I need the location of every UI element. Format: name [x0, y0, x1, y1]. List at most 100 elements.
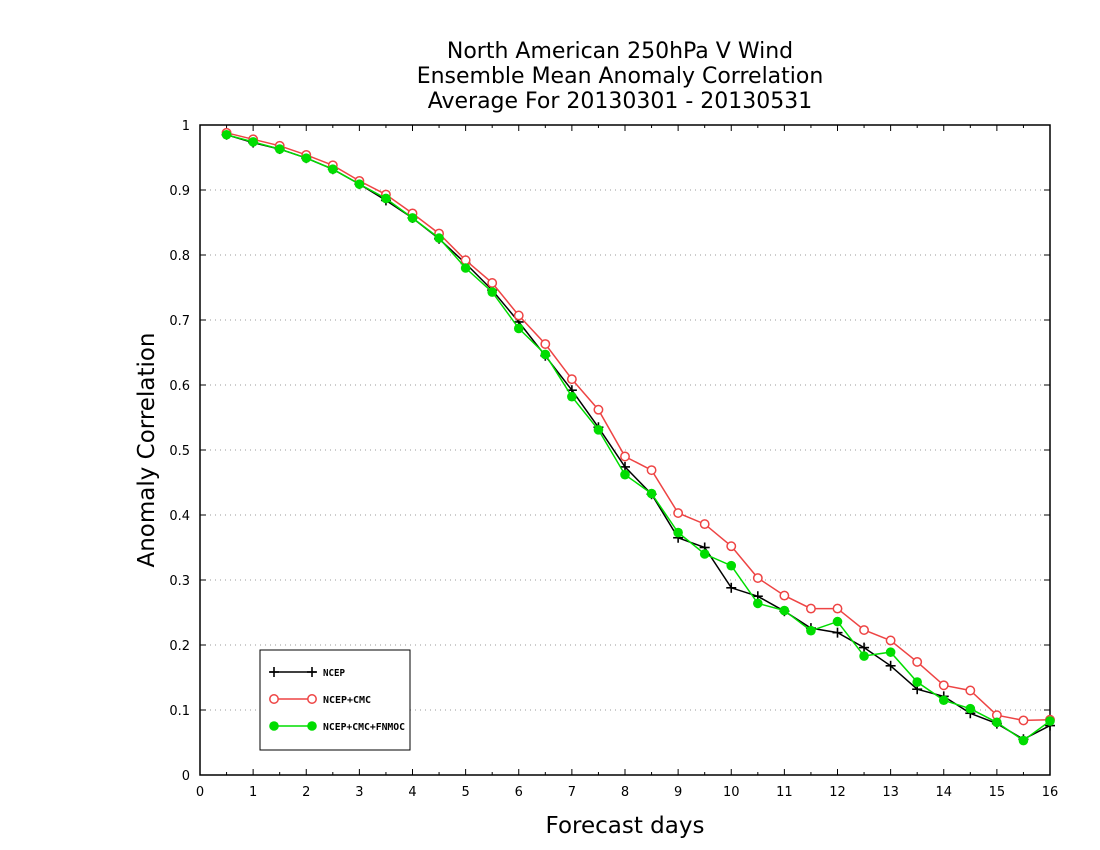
x-axis-title: Forecast days	[546, 813, 705, 839]
point-marker-open-circle	[912, 656, 923, 667]
series-layer	[221, 127, 1055, 746]
x-tick-label: 7	[568, 785, 576, 800]
x-tick-label: 11	[776, 785, 793, 800]
x-tick-label: 1	[249, 785, 257, 800]
point-marker-open-circle	[593, 404, 604, 415]
point-marker-open-circle	[540, 339, 551, 349]
point-marker-filled-circle	[460, 263, 471, 273]
title-line-0: North American 250hPa V Wind	[447, 39, 793, 64]
point-marker-plus	[269, 667, 279, 677]
point-marker-open-circle	[885, 635, 896, 646]
series-ncep-cmc-fnmoc	[221, 129, 1055, 746]
y-tick-label: 0.7	[169, 314, 190, 329]
point-marker-open-circle	[965, 685, 976, 696]
point-marker-filled-circle	[779, 605, 790, 616]
grid-lines	[200, 189, 1050, 711]
x-tick-label: 9	[674, 785, 682, 800]
y-tick-label: 0.1	[169, 704, 190, 719]
point-marker-filled-circle	[938, 695, 949, 706]
title-line-2: Average For 20130301 - 20130531	[428, 89, 813, 114]
legend-box	[259, 649, 411, 751]
point-marker-plus	[885, 660, 896, 671]
point-marker-filled-circle	[540, 349, 551, 360]
point-marker-filled-circle	[307, 721, 317, 731]
x-tick-label: 3	[355, 785, 363, 800]
title-line-1: Ensemble Mean Anomaly Correlation	[417, 64, 824, 89]
x-tick-label: 8	[621, 785, 629, 800]
x-tick-label: 4	[408, 785, 416, 800]
point-marker-filled-circle	[269, 721, 279, 731]
point-marker-filled-circle	[699, 549, 710, 559]
y-tick-label: 0.9	[169, 184, 190, 199]
point-marker-filled-circle	[1018, 735, 1029, 746]
point-marker-filled-circle	[487, 287, 497, 297]
series-line	[226, 134, 1051, 741]
point-marker-open-circle	[673, 508, 684, 518]
point-marker-plus	[859, 642, 870, 653]
point-marker-filled-circle	[992, 717, 1002, 728]
y-tick-label: 0.8	[169, 249, 190, 264]
point-marker-filled-circle	[806, 625, 816, 636]
point-marker-filled-circle	[726, 560, 737, 571]
point-marker-filled-circle	[965, 703, 976, 714]
point-marker-open-circle	[566, 374, 577, 385]
point-marker-open-circle	[779, 590, 790, 601]
legend: NCEP NCEP+CMC NCEP+CMC+FNMOC	[259, 649, 411, 751]
point-marker-filled-circle	[434, 233, 444, 243]
y-tick-label: 0.5	[169, 444, 190, 459]
point-marker-open-circle	[859, 625, 870, 635]
x-axis-ticks: 0 1 2 3 4 5 6 7 8 9 10 11 12 13 14 15 16	[196, 125, 1058, 800]
y-tick-label: 0.6	[169, 379, 190, 394]
y-axis-title: Anomaly Correlation	[134, 332, 160, 567]
point-marker-open-circle	[832, 603, 843, 614]
point-marker-filled-circle	[1045, 716, 1055, 726]
point-marker-filled-circle	[248, 137, 258, 147]
point-marker-filled-circle	[646, 488, 657, 499]
point-marker-filled-circle	[567, 391, 577, 402]
point-marker-filled-circle	[274, 144, 285, 154]
x-tick-label: 5	[461, 785, 469, 800]
x-tick-label: 0	[196, 785, 204, 800]
x-tick-label: 10	[723, 785, 740, 800]
point-marker-open-circle	[513, 310, 524, 321]
legend-label: NCEP+CMC	[323, 695, 371, 706]
point-marker-open-circle	[487, 278, 498, 288]
point-marker-open-circle	[699, 519, 710, 530]
point-marker-open-circle	[1018, 715, 1029, 726]
x-tick-label: 16	[1042, 785, 1059, 800]
point-marker-plus	[832, 627, 843, 638]
y-tick-label: 0	[182, 769, 190, 784]
y-tick-label: 0.4	[169, 509, 190, 524]
point-marker-open-circle	[620, 451, 630, 462]
point-marker-plus	[726, 582, 737, 593]
point-marker-open-circle	[726, 541, 737, 552]
x-tick-label: 15	[989, 785, 1006, 800]
y-tick-label: 0.2	[169, 639, 190, 654]
point-marker-plus	[307, 667, 317, 677]
point-marker-filled-circle	[753, 598, 763, 609]
point-marker-filled-circle	[673, 527, 683, 538]
point-marker-filled-circle	[221, 129, 232, 140]
legend-label: NCEP+CMC+FNMOC	[323, 722, 405, 733]
point-marker-filled-circle	[328, 164, 338, 174]
point-marker-filled-circle	[859, 651, 869, 661]
series-ncep-cmc	[221, 127, 1055, 726]
point-marker-open-circle	[646, 465, 657, 476]
legend-label: NCEP	[323, 668, 345, 679]
x-tick-label: 13	[882, 785, 899, 800]
point-marker-filled-circle	[832, 616, 843, 627]
series-line	[226, 134, 1051, 742]
point-marker-filled-circle	[407, 213, 418, 223]
point-marker-open-circle	[460, 255, 471, 266]
point-marker-filled-circle	[354, 179, 365, 189]
point-marker-open-circle	[307, 694, 317, 704]
x-tick-label: 14	[935, 785, 952, 800]
point-marker-open-circle	[938, 680, 949, 691]
series-line	[226, 132, 1051, 722]
point-marker-open-circle	[752, 573, 763, 583]
point-marker-filled-circle	[593, 425, 604, 435]
point-marker-filled-circle	[912, 677, 922, 687]
x-tick-label: 12	[829, 785, 846, 800]
